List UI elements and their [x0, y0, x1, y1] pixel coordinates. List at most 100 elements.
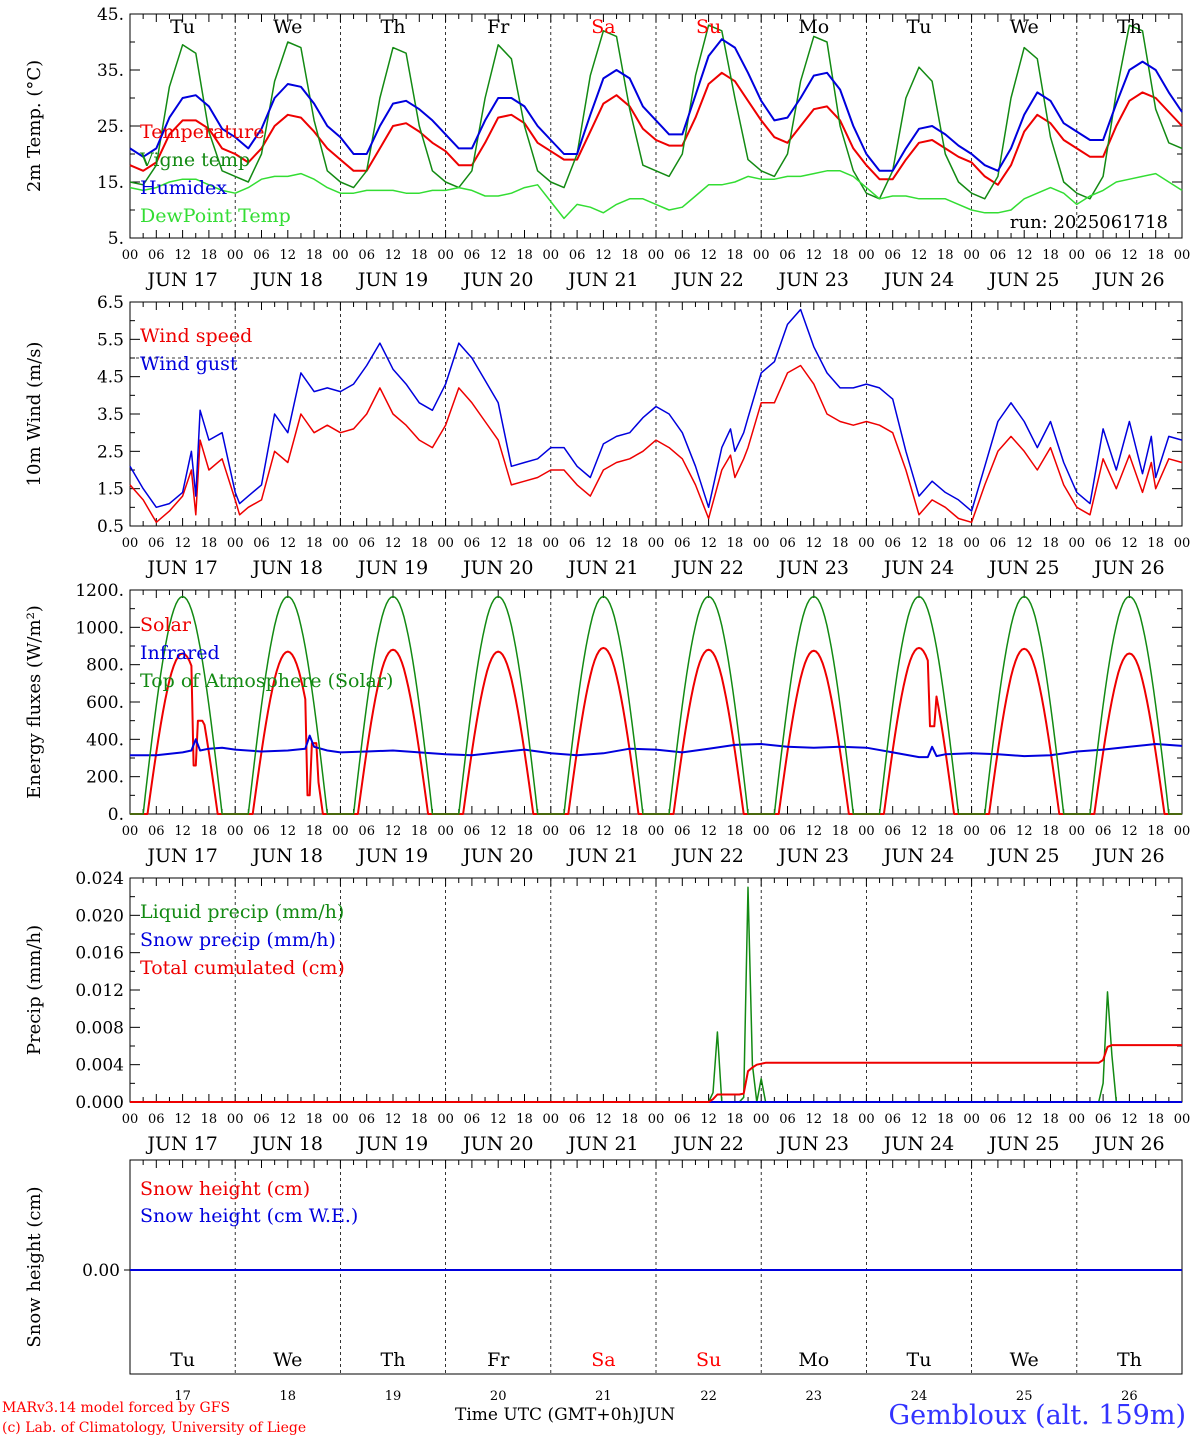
legend-entry: Wind gust — [140, 353, 238, 375]
day-number: 21 — [595, 1389, 612, 1404]
hour-label: 06 — [779, 824, 796, 839]
day-number: 23 — [806, 1389, 823, 1404]
hour-label: 18 — [832, 536, 849, 551]
day-number: 22 — [700, 1389, 717, 1404]
date-label: JUN 23 — [777, 1133, 849, 1155]
hour-label: 18 — [727, 824, 744, 839]
legend-entry: Temperature — [140, 121, 264, 143]
weekday-label: Su — [696, 1349, 721, 1371]
hour-label: 18 — [411, 536, 428, 551]
hour-label: 12 — [911, 1112, 928, 1127]
hour-label: 12 — [1121, 248, 1138, 263]
date-label: JUN 22 — [671, 1133, 743, 1155]
hour-label: 00 — [753, 536, 770, 551]
panel-2: 0.5 1.5 2.5 3.5 4.5 5.5 6.5 10m Wind (m/s) Wind … — [24, 293, 1190, 579]
date-label: JUN 22 — [671, 269, 743, 291]
weekday-label: Tu — [170, 1349, 195, 1371]
date-label: JUN 17 — [145, 845, 217, 867]
y-tick-label: 35. — [97, 61, 124, 81]
hour-label: 00 — [648, 824, 665, 839]
y-tick-label: 6.5 — [97, 293, 124, 313]
date-label: JUN 17 — [145, 269, 217, 291]
weekday-label: We — [1010, 16, 1039, 38]
lab-credit: (c) Lab. of Climatology, University of L… — [2, 1420, 307, 1436]
weekday-label: We — [273, 1349, 302, 1371]
weekday-label: Mo — [798, 1349, 829, 1371]
hour-label: 00 — [753, 1112, 770, 1127]
date-label: JUN 19 — [356, 845, 428, 867]
y-tick-label: 5. — [108, 229, 124, 249]
legend-entry: DewPoint Temp — [140, 205, 291, 227]
hour-label: 06 — [779, 1112, 796, 1127]
y-tick-label: 400. — [86, 730, 124, 750]
hour-label: 00 — [122, 248, 139, 263]
date-label: JUN 26 — [1092, 269, 1164, 291]
legend-entry: Solar — [140, 614, 192, 636]
hour-label: 18 — [621, 248, 638, 263]
hour-label: 18 — [1042, 536, 1059, 551]
weekday-label: We — [1010, 1349, 1039, 1371]
hour-label: 06 — [358, 1112, 375, 1127]
y-axis-label: Energy fluxes (W/m²) — [24, 605, 45, 799]
hour-label: 00 — [543, 536, 560, 551]
weekday-label: Su — [696, 16, 721, 38]
hour-label: 00 — [122, 824, 139, 839]
hour-label: 00 — [227, 248, 244, 263]
series-infrared — [130, 734, 1183, 759]
series-humidex — [129, 38, 1183, 172]
hour-label: 12 — [911, 248, 928, 263]
series-wind-gust — [129, 308, 1183, 512]
hour-label: 00 — [963, 248, 980, 263]
hour-label: 18 — [1042, 1112, 1059, 1127]
hour-label: 18 — [1147, 1112, 1164, 1127]
date-label: JUN 20 — [461, 1133, 533, 1155]
hour-label: 06 — [253, 536, 270, 551]
time-axis-label: Time UTC (GMT+0h) — [455, 1405, 640, 1425]
hour-label: 18 — [1042, 824, 1059, 839]
hour-label: 00 — [1069, 536, 1086, 551]
y-axis-label: Snow height (cm) — [24, 1186, 45, 1347]
hour-label: 18 — [621, 536, 638, 551]
day-number: 18 — [280, 1389, 297, 1404]
weekday-label: Tu — [907, 16, 932, 38]
hour-label: 18 — [621, 1112, 638, 1127]
hour-label: 06 — [253, 248, 270, 263]
hour-label: 12 — [174, 536, 191, 551]
date-label: JUN 23 — [777, 269, 849, 291]
hour-label: 00 — [437, 824, 454, 839]
y-tick-label: 0.004 — [75, 1056, 124, 1076]
hour-label: 00 — [753, 824, 770, 839]
hour-label: 06 — [358, 536, 375, 551]
hour-label: 00 — [437, 1112, 454, 1127]
hour-label: 12 — [490, 248, 507, 263]
legend-entry: Top of Atmosphere (Solar) — [140, 670, 393, 692]
run-label: run: 2025061718 — [1010, 212, 1168, 233]
hour-label: 06 — [1095, 248, 1112, 263]
hour-label: 18 — [727, 536, 744, 551]
hour-label: 00 — [858, 536, 875, 551]
hour-label: 18 — [1147, 824, 1164, 839]
hour-label: 06 — [1095, 1112, 1112, 1127]
model-credit: MARv3.14 model forced by GFS — [2, 1400, 231, 1416]
hour-label: 06 — [148, 824, 165, 839]
hour-label: 12 — [806, 1112, 823, 1127]
panel-1: 5. 15. 25. 35. 45. 2m Temp. (°C) Temperature Vi… — [24, 5, 1190, 291]
date-label: JUN 25 — [987, 845, 1059, 867]
hour-label: 12 — [1016, 824, 1033, 839]
date-label: JUN 20 — [461, 557, 533, 579]
hour-label: 00 — [1069, 1112, 1086, 1127]
weekday-label: Fr — [487, 1349, 510, 1371]
hour-label: 12 — [911, 824, 928, 839]
hour-label: 18 — [1042, 248, 1059, 263]
date-label: JUN 26 — [1092, 557, 1164, 579]
hour-label: 12 — [385, 536, 402, 551]
hour-label: 18 — [201, 248, 218, 263]
hour-label: 00 — [1174, 248, 1191, 263]
hour-label: 00 — [1174, 1112, 1191, 1127]
date-label: JUN 23 — [777, 557, 849, 579]
hour-label: 12 — [595, 248, 612, 263]
y-tick-label: 2.5 — [97, 442, 124, 462]
hour-label: 06 — [464, 248, 481, 263]
y-tick-label: 25. — [97, 117, 124, 137]
hour-label: 06 — [148, 536, 165, 551]
